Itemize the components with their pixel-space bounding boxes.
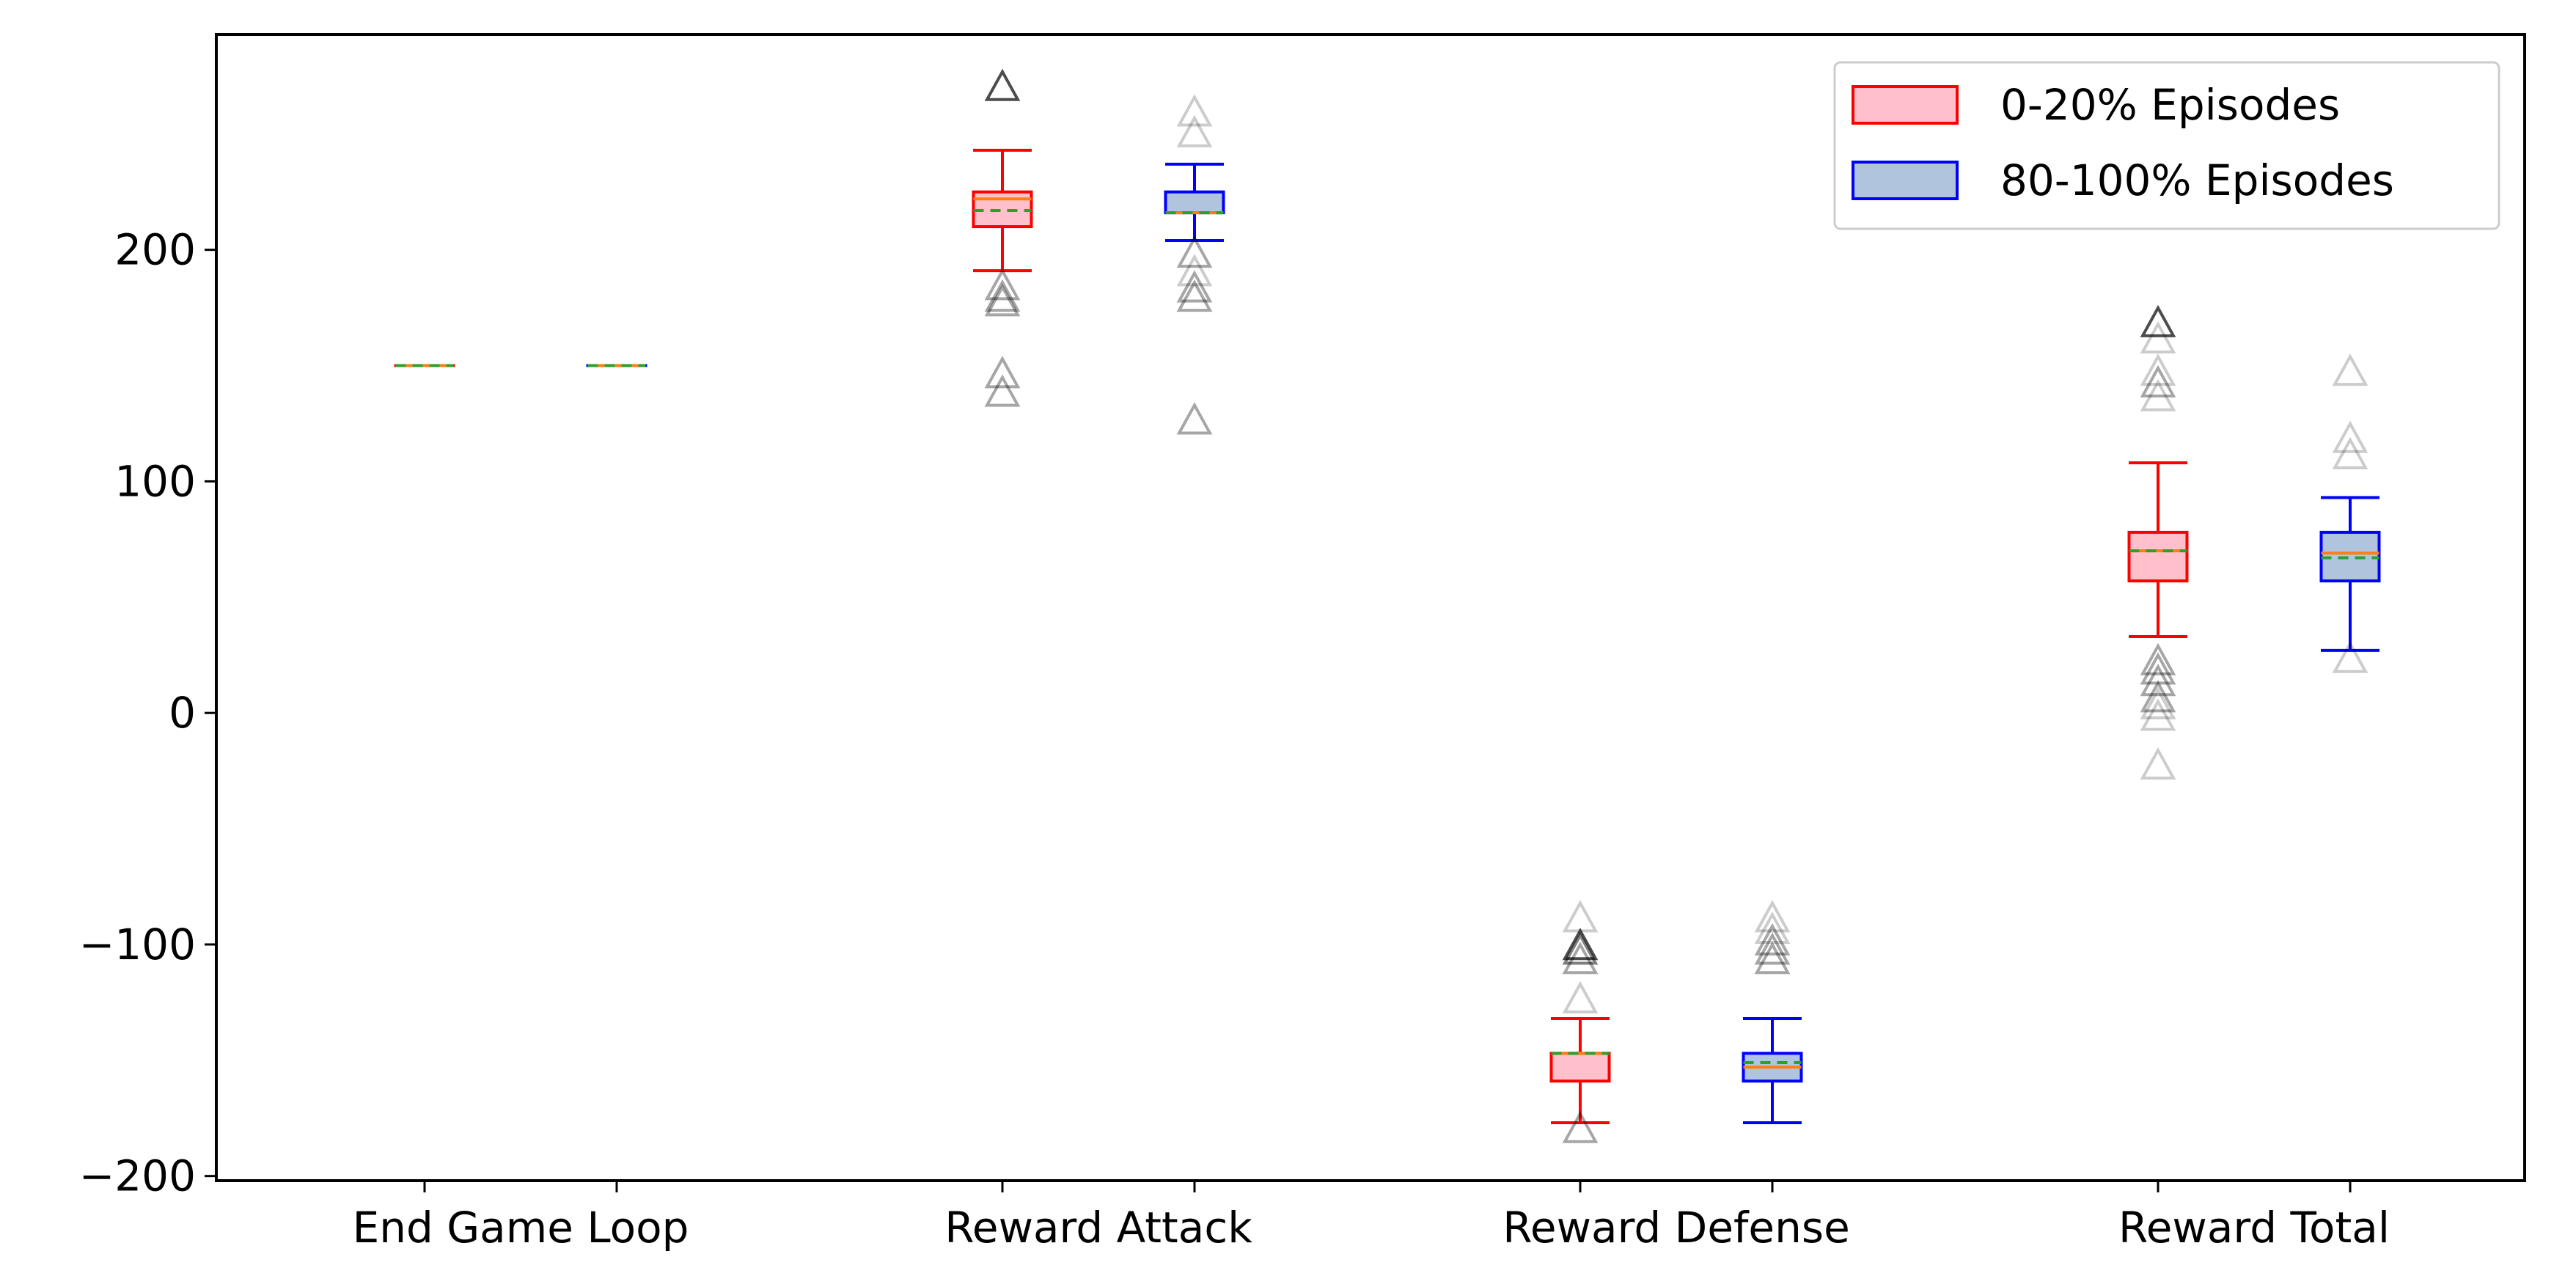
axes: −200 −100 0 100 200 End Game Loop Reward Attac… [79, 225, 2390, 1253]
outlier-marker [2140, 698, 2176, 731]
outlier-marker [2140, 680, 2176, 713]
outlier-marker [2140, 378, 2176, 411]
outlier-marker [1754, 912, 1791, 945]
y-tick-label: −200 [79, 1151, 196, 1201]
outlier-marker [1176, 254, 1213, 287]
box-reward-attack-80-100 [1164, 94, 1225, 435]
outlier-marker [1562, 942, 1599, 975]
outlier-marker [1176, 279, 1213, 312]
outlier-marker [2140, 686, 2176, 719]
outlier-marker [1176, 94, 1213, 127]
outlier-marker [2140, 642, 2176, 675]
outlier-marker [2140, 364, 2176, 397]
outlier-marker [984, 284, 1021, 317]
outlier-marker [1176, 270, 1213, 303]
outlier-marker [984, 374, 1021, 407]
outlier-marker [1754, 900, 1791, 933]
x-category-label: Reward Defense [1502, 1203, 1850, 1253]
legend-swatch-80-100 [1852, 161, 1959, 200]
box-reward-defense-80-100 [1742, 900, 1803, 1125]
y-tick-label: −100 [79, 920, 196, 969]
legend-frame [1833, 61, 2500, 230]
outlier-marker [1176, 235, 1213, 268]
box-reward-total-80-100 [2319, 353, 2381, 673]
outlier-marker [1562, 980, 1599, 1013]
outlier-marker [1562, 932, 1599, 965]
x-category-label: End Game Loop [353, 1203, 689, 1253]
x-category-label: Reward Attack [944, 1203, 1252, 1253]
box-body [1549, 1052, 1611, 1083]
y-tick-label: 100 [114, 456, 196, 506]
outlier-marker [2140, 664, 2176, 697]
axes-frame [215, 33, 2526, 1182]
legend-label-80-100: 80-100% Episodes [2000, 155, 2394, 205]
y-tick-label: 200 [114, 225, 196, 275]
box-body [1164, 190, 1225, 215]
y-tick-label: 0 [169, 688, 196, 738]
box-reward-total-0-20 [2127, 304, 2189, 780]
outlier-marker [984, 356, 1021, 389]
outlier-marker [2332, 640, 2368, 673]
outlier-marker [984, 68, 1021, 101]
outlier-marker [1176, 114, 1213, 147]
legend: 0-20% Episodes 80-100% Episodes [1833, 61, 2500, 230]
outlier-marker [1562, 1110, 1599, 1143]
plot-area [394, 68, 2381, 1143]
outlier-marker [1754, 942, 1791, 975]
outlier-marker [2332, 353, 2368, 386]
outlier-marker [1176, 402, 1213, 435]
outlier-marker [984, 268, 1021, 301]
legend-swatch-0-20 [1852, 85, 1959, 125]
legend-label-0-20: 0-20% Episodes [2000, 80, 2340, 130]
outlier-marker [2332, 436, 2368, 469]
outlier-marker [2140, 652, 2176, 685]
outlier-marker [2140, 304, 2176, 337]
outlier-marker [984, 279, 1021, 312]
outlier-marker [1754, 923, 1791, 956]
x-category-label: Reward Total [2118, 1203, 2390, 1253]
outlier-marker [1562, 928, 1599, 961]
outlier-marker [2140, 353, 2176, 386]
outlier-marker [2332, 420, 2368, 453]
outlier-marker [2140, 747, 2176, 780]
box-reward-defense-0-20 [1549, 900, 1611, 1143]
box-body [2127, 530, 2189, 583]
outlier-marker [1754, 932, 1791, 965]
outlier-marker [2140, 320, 2176, 353]
box-reward-attack-0-20 [972, 68, 1033, 407]
